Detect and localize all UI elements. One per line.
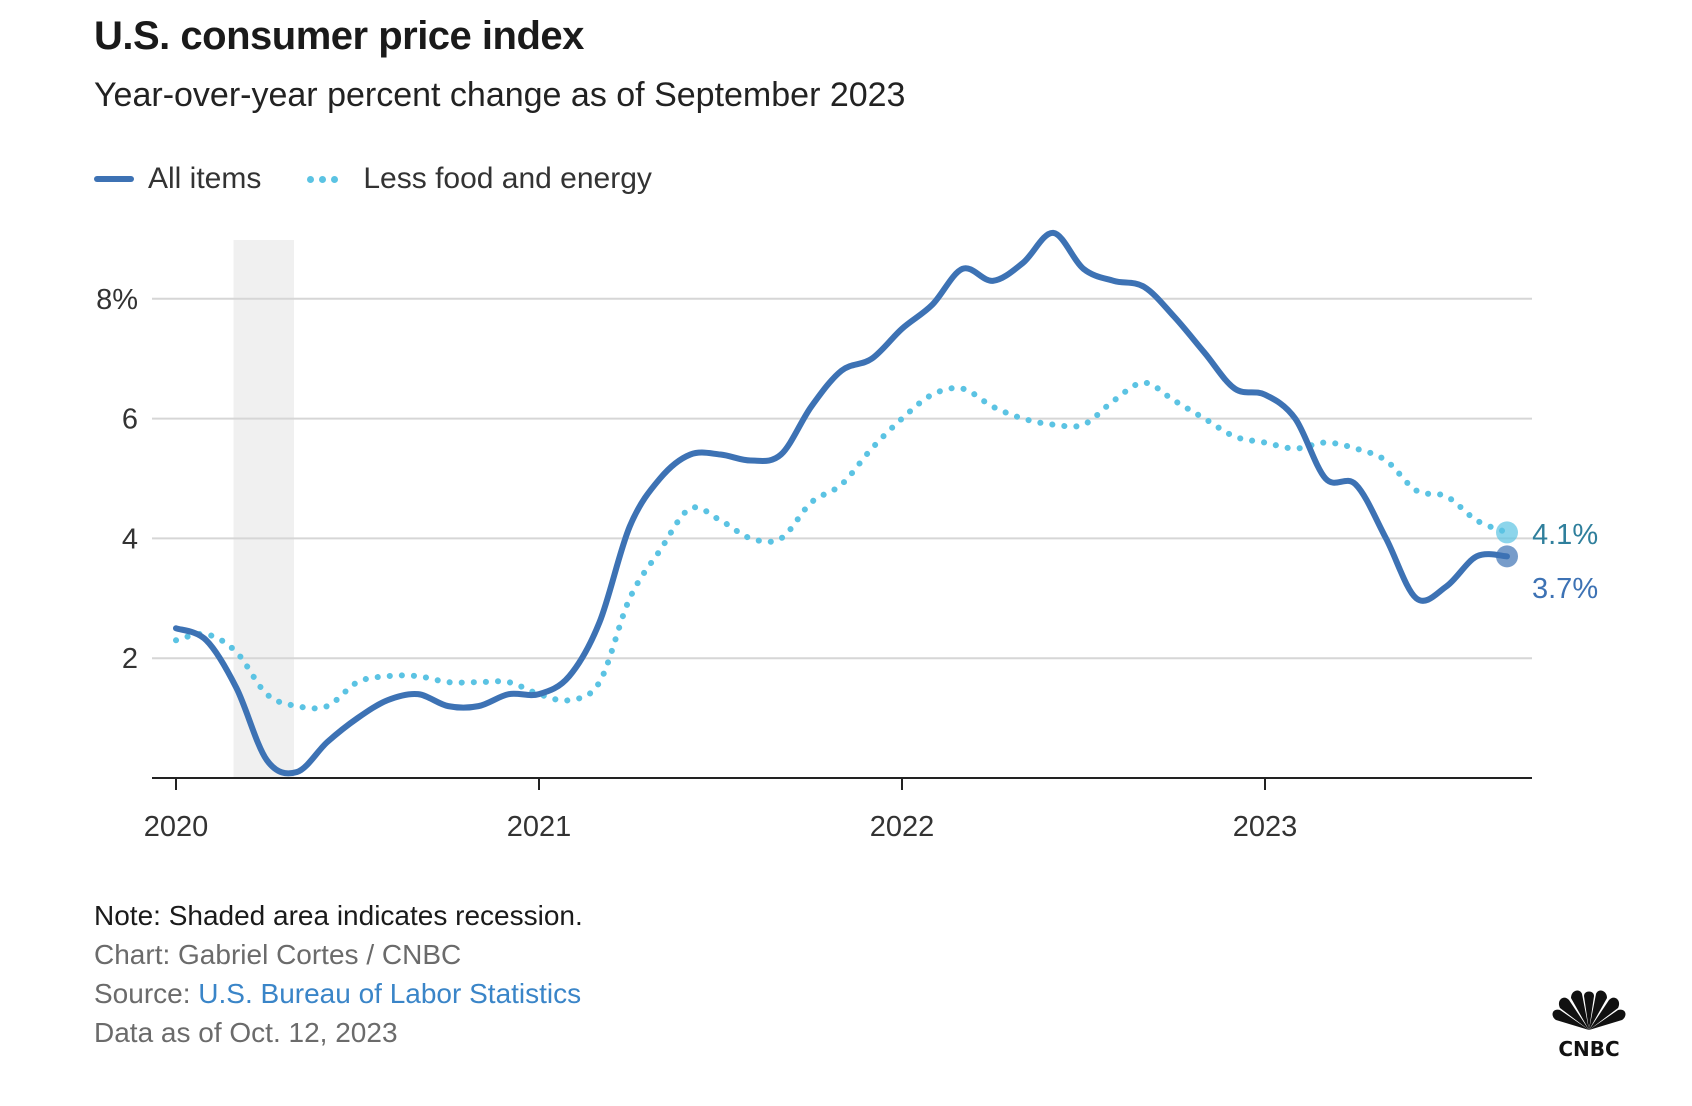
y-tick-label: 6 xyxy=(122,404,138,436)
chart-title: U.S. consumer price index xyxy=(94,14,584,58)
chart-subtitle: Year-over-year percent change as of Sept… xyxy=(94,76,906,114)
source-link[interactable]: U.S. Bureau of Labor Statistics xyxy=(198,978,582,1009)
recession-band xyxy=(233,240,294,778)
end-value-label: 3.7% xyxy=(1532,573,1598,605)
legend-label: All items xyxy=(148,162,262,195)
series-line-less-food-and-energy xyxy=(173,379,1510,712)
footer-note: Note: Shaded area indicates recession. xyxy=(94,900,583,931)
legend: All items Less food and energy xyxy=(94,162,698,196)
footer-data-date: Data as of Oct. 12, 2023 xyxy=(94,1017,398,1048)
series-line-all-items xyxy=(173,229,1510,777)
footer-source: Source: U.S. Bureau of Labor Statistics xyxy=(94,974,583,1013)
endpoint-dot xyxy=(1496,521,1518,544)
footer-credit: Chart: Gabriel Cortes / CNBC xyxy=(94,939,462,970)
footer: Note: Shaded area indicates recession. C… xyxy=(94,896,583,1052)
y-tick-label: 8% xyxy=(96,284,138,316)
legend-swatch-dotted-line-icon xyxy=(307,176,347,183)
x-tick-label: 2023 xyxy=(1233,811,1298,843)
endpoint-dot xyxy=(1496,545,1518,568)
legend-item-all-items: All items xyxy=(94,162,261,196)
end-value-label: 4.1% xyxy=(1532,519,1598,551)
y-tick-label: 2 xyxy=(122,643,138,675)
legend-label: Less food and energy xyxy=(363,162,652,195)
x-tick-label: 2021 xyxy=(507,811,572,843)
svg-text:CNBC: CNBC xyxy=(1558,1037,1619,1061)
cnbc-peacock-logo-icon: CNBC xyxy=(1552,990,1626,1061)
legend-item-less-food-energy: Less food and energy xyxy=(307,162,652,196)
y-tick-label: 4 xyxy=(122,523,138,555)
x-tick-label: 2022 xyxy=(870,811,935,843)
legend-swatch-solid-line-icon xyxy=(94,176,134,182)
x-tick-label: 2020 xyxy=(144,811,209,843)
source-prefix: Source: xyxy=(94,978,199,1009)
